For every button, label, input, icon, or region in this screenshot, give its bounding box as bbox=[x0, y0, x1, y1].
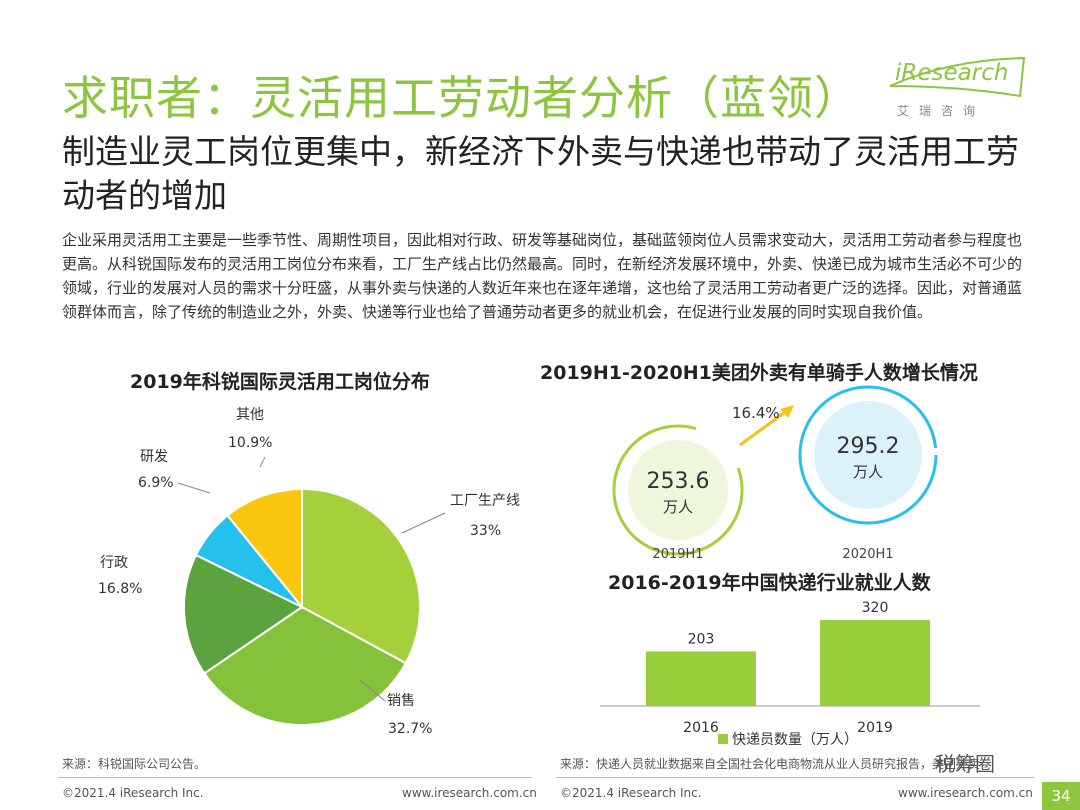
bubble-chart: 253.6 万人 2019H1 295.2 万人 2020H1 16.4% bbox=[612, 385, 938, 562]
source-note-right: 来源：快递人员就业数据来自全国社会化电商物流从业人员研究报告，美团外卖 bbox=[560, 757, 981, 771]
pie-chart-title: 2019年科锐国际灵活用工岗位分布 bbox=[130, 371, 430, 393]
growth-rate-label: 16.4% bbox=[732, 404, 780, 422]
bubble-ring bbox=[798, 385, 938, 525]
pie-leader-line bbox=[359, 679, 386, 702]
bar-value-label: 203 bbox=[688, 631, 715, 647]
pie-slice-label: 销售 bbox=[387, 693, 415, 709]
url-right[interactable]: www.iresearch.com.cn bbox=[898, 786, 1033, 800]
pie-value-label: 16.8% bbox=[98, 581, 142, 597]
bubble-circle bbox=[814, 401, 922, 509]
body-paragraph: 企业采用灵活用工主要是一些季节性、周期性项目，因此相对行政、研发等基础岗位，基础… bbox=[62, 231, 1023, 321]
growth-arrowhead-icon bbox=[780, 405, 794, 418]
bubble-value: 295.2 bbox=[837, 434, 900, 459]
pie-leader-line bbox=[177, 482, 211, 494]
footer-divider-right bbox=[556, 777, 1034, 778]
pie-slice-label: 工厂生产线 bbox=[450, 493, 520, 509]
bubble-unit: 万人 bbox=[853, 463, 883, 481]
bar-category-label: 2016 bbox=[683, 720, 719, 736]
bubble-category: 2019H1 bbox=[652, 547, 703, 562]
growth-arrow-icon bbox=[739, 408, 789, 447]
url-left[interactable]: www.iresearch.com.cn bbox=[402, 786, 537, 800]
bubble-value: 253.6 bbox=[647, 469, 710, 494]
bar-chart-title: 2016-2019年中国快递行业就业人数 bbox=[608, 572, 931, 594]
bar-2016 bbox=[646, 651, 756, 706]
pie-chart: 工厂生产线 33% 销售 32.7% 行政 16.8% 研发 6.9% 其他 10.9% bbox=[98, 407, 520, 737]
pie-slice-2 bbox=[202, 605, 408, 726]
copyright-right: ©2021.4 iResearch Inc. bbox=[560, 786, 702, 800]
page-subtitle: 制造业灵工岗位更集中，新经济下外卖与快递也带动了灵活用工劳动者的增加 bbox=[62, 132, 1019, 215]
bubble-category: 2020H1 bbox=[842, 547, 893, 562]
logo-text: iResearch bbox=[895, 60, 1009, 86]
pie-slice-1 bbox=[301, 487, 421, 665]
pie-value-label: 32.7% bbox=[388, 721, 432, 737]
pie-value-label: 10.9% bbox=[228, 435, 272, 451]
bar-value-label: 320 bbox=[862, 600, 889, 616]
pie-value-label: 33% bbox=[470, 523, 501, 539]
pie-slice-label: 行政 bbox=[100, 555, 128, 571]
source-note-left: 来源：科锐国际公司公告。 bbox=[62, 757, 207, 771]
bubble-chart-title: 2019H1-2020H1美团外卖有单骑手人数增长情况 bbox=[540, 362, 978, 384]
pie-slice-3 bbox=[183, 553, 304, 675]
watermark: 税筹圈 bbox=[935, 752, 995, 776]
bubble-unit: 万人 bbox=[663, 498, 693, 516]
pie-slice-5 bbox=[226, 487, 303, 610]
footer-divider-left bbox=[58, 777, 532, 778]
bubble-circle bbox=[627, 439, 729, 541]
bar-2019 bbox=[820, 620, 930, 706]
pie-slice-label: 其他 bbox=[236, 407, 264, 423]
page-number: 34 bbox=[1042, 782, 1080, 810]
copyright-left: ©2021.4 iResearch Inc. bbox=[62, 786, 204, 800]
pie-slice-label: 研发 bbox=[140, 449, 168, 465]
pie-value-label: 6.9% bbox=[138, 475, 174, 491]
legend-label: 快递员数量（万人） bbox=[732, 732, 858, 748]
bubble-ring bbox=[612, 424, 744, 556]
legend-swatch bbox=[718, 734, 728, 744]
logo-swoosh-icon bbox=[889, 56, 1026, 98]
page-title: 求职者：灵活用工劳动者分析（蓝领） bbox=[62, 71, 861, 125]
pie-leader-line bbox=[259, 456, 266, 468]
pie-leader-line bbox=[401, 512, 446, 534]
bar-category-label: 2019 bbox=[857, 720, 893, 736]
logo-subtext: 艾瑞咨询 bbox=[897, 104, 986, 118]
